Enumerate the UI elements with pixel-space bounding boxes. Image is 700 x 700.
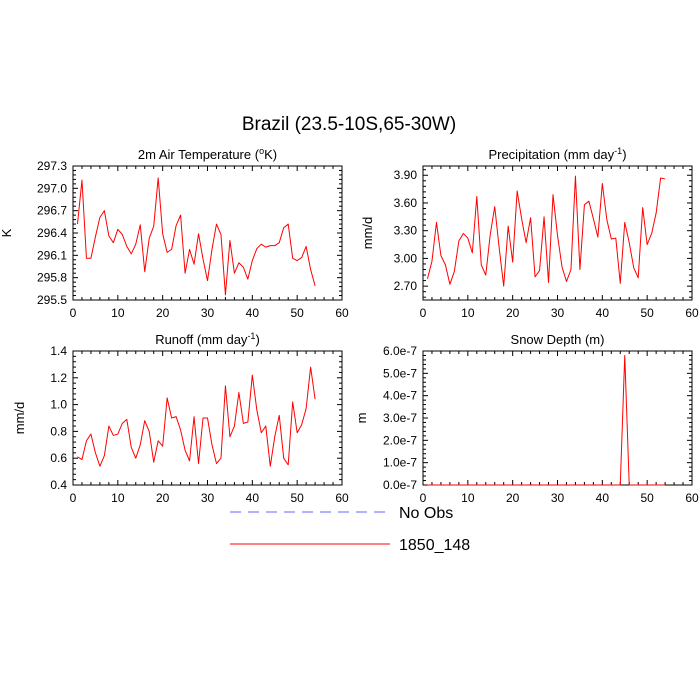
chart-2m-air-temperature-xtick-label: 0 (70, 306, 77, 320)
chart-runoff-ytick-label: 0.8 (50, 424, 67, 438)
chart-panels: 2m Air Temperature (oK) K 0 10 20 30 40 50 60 295… (0, 146, 699, 505)
chart-snow-depth-frame (422, 350, 693, 486)
chart-2m-air-temperature-ytick-label: 295.5 (37, 293, 67, 307)
chart-2m-air-temperature-title: 2m Air Temperature (oK) (138, 146, 277, 162)
chart-precipitation-xtick-label: 0 (420, 306, 427, 320)
chart-snow-depth-xtick-label: 50 (640, 491, 654, 505)
legend: No Obs 1850_148 (230, 505, 470, 554)
chart-2m-air-temperature-xtick-label: 10 (111, 306, 125, 320)
chart-runoff-series-1850-148 (77, 366, 316, 467)
chart-2m-air-temperature-panel: 2m Air Temperature (oK) K 0 10 20 30 40 50 60 295… (0, 146, 349, 320)
chart-runoff-xtick-label: 40 (246, 491, 260, 505)
chart-2m-air-temperature-ylabel: K (0, 228, 14, 237)
chart-runoff-ytick-label: 1.0 (50, 398, 67, 412)
chart-snow-depth-xtick-label: 20 (506, 491, 520, 505)
chart-precipitation-xtick-label: 60 (685, 306, 699, 320)
chart-2m-air-temperature-ytick-label: 295.8 (37, 271, 67, 285)
chart-snow-depth-ytick-label: 5.0e-7 (383, 366, 417, 380)
chart-snow-depth-ytick-label: 1.0e-7 (383, 456, 417, 470)
chart-precipitation-ylabel: mm/d (360, 217, 375, 250)
chart-2m-air-temperature-xtick-label: 40 (246, 306, 260, 320)
chart-precipitation-ytick-label: 3.30 (394, 224, 418, 238)
chart-2m-air-temperature-series-1850-148 (76, 177, 316, 296)
chart-2m-air-temperature-xtick-label: 30 (201, 306, 215, 320)
chart-runoff-xtick-label: 50 (290, 491, 304, 505)
chart-2m-air-temperature-xtick-label: 60 (335, 306, 349, 320)
chart-2m-air-temperature-ytick-label: 296.4 (37, 226, 67, 240)
legend-1850-148-label: 1850_148 (399, 537, 470, 554)
chart-runoff-ytick-label: 1.4 (50, 344, 67, 358)
chart-precipitation-ytick-label: 2.70 (394, 279, 418, 293)
chart-precipitation-ytick-label: 3.60 (394, 196, 418, 210)
chart-precipitation-xtick-label: 20 (506, 306, 520, 320)
chart-precipitation-xtick-label: 50 (640, 306, 654, 320)
chart-precipitation-series-1850-148 (426, 175, 666, 287)
chart-precipitation-xtick-label: 40 (596, 306, 610, 320)
chart-snow-depth-xtick-label: 10 (461, 491, 475, 505)
chart-snow-depth-panel: Snow Depth (m) m 0 10 20 30 40 50 60 0.0e-7 1.0e-7… (354, 332, 699, 505)
chart-2m-air-temperature-ytick-label: 296.1 (37, 248, 67, 262)
chart-snow-depth-ytick-label: 6.0e-7 (383, 344, 417, 358)
chart-precipitation-ytick-label: 3.90 (394, 168, 418, 182)
chart-runoff-xtick-label: 60 (335, 491, 349, 505)
chart-snow-depth-series-1850-148 (427, 354, 666, 486)
chart-snow-depth-xtick-label: 40 (596, 491, 610, 505)
chart-runoff-ytick-label: 1.2 (50, 371, 67, 385)
chart-runoff-ytick-label: 0.6 (50, 451, 67, 465)
chart-2m-air-temperature-ytick-label: 297.3 (37, 159, 67, 173)
chart-runoff-xtick-label: 10 (111, 491, 125, 505)
chart-snow-depth-ytick-label: 2.0e-7 (383, 433, 417, 447)
chart-precipitation-ytick-label: 3.00 (394, 251, 418, 265)
chart-2m-air-temperature-xtick-label: 20 (156, 306, 170, 320)
chart-snow-depth-title: Snow Depth (m) (511, 332, 605, 347)
legend-no-obs-label: No Obs (399, 505, 453, 522)
chart-snow-depth-ytick-label: 3.0e-7 (383, 411, 417, 425)
chart-runoff-ylabel: mm/d (12, 402, 27, 435)
chart-2m-air-temperature-ytick-label: 296.7 (37, 204, 67, 218)
chart-runoff-panel: Runoff (mm day-1) mm/d 0 10 20 30 40 50 60 0.4 0.6… (12, 331, 349, 505)
chart-2m-air-temperature-xtick-label: 50 (290, 306, 304, 320)
chart-runoff-xtick-label: 0 (70, 491, 77, 505)
chart-snow-depth-xtick-label: 60 (685, 491, 699, 505)
chart-2m-air-temperature-ytick-label: 297.0 (37, 181, 67, 195)
chart-snow-depth-ytick-label: 0.0e-7 (383, 478, 417, 492)
chart-runoff-xtick-label: 30 (201, 491, 215, 505)
chart-precipitation-xtick-label: 10 (461, 306, 475, 320)
chart-precipitation-title: Precipitation (mm day-1) (488, 146, 626, 162)
chart-precipitation-xtick-label: 30 (551, 306, 565, 320)
chart-runoff-title: Runoff (mm day-1) (155, 331, 260, 347)
chart-snow-depth-ylabel: m (354, 413, 369, 424)
chart-runoff-xtick-label: 20 (156, 491, 170, 505)
chart-precipitation-panel: Precipitation (mm day-1) mm/d 0 10 20 30 40 50 6… (360, 146, 699, 320)
figure-title: Brazil (23.5-10S,65-30W) (242, 114, 456, 135)
chart-snow-depth-xtick-label: 0 (420, 491, 427, 505)
chart-runoff-ytick-label: 0.4 (50, 478, 67, 492)
chart-snow-depth-xtick-label: 30 (551, 491, 565, 505)
chart-snow-depth-ytick-label: 4.0e-7 (383, 389, 417, 403)
